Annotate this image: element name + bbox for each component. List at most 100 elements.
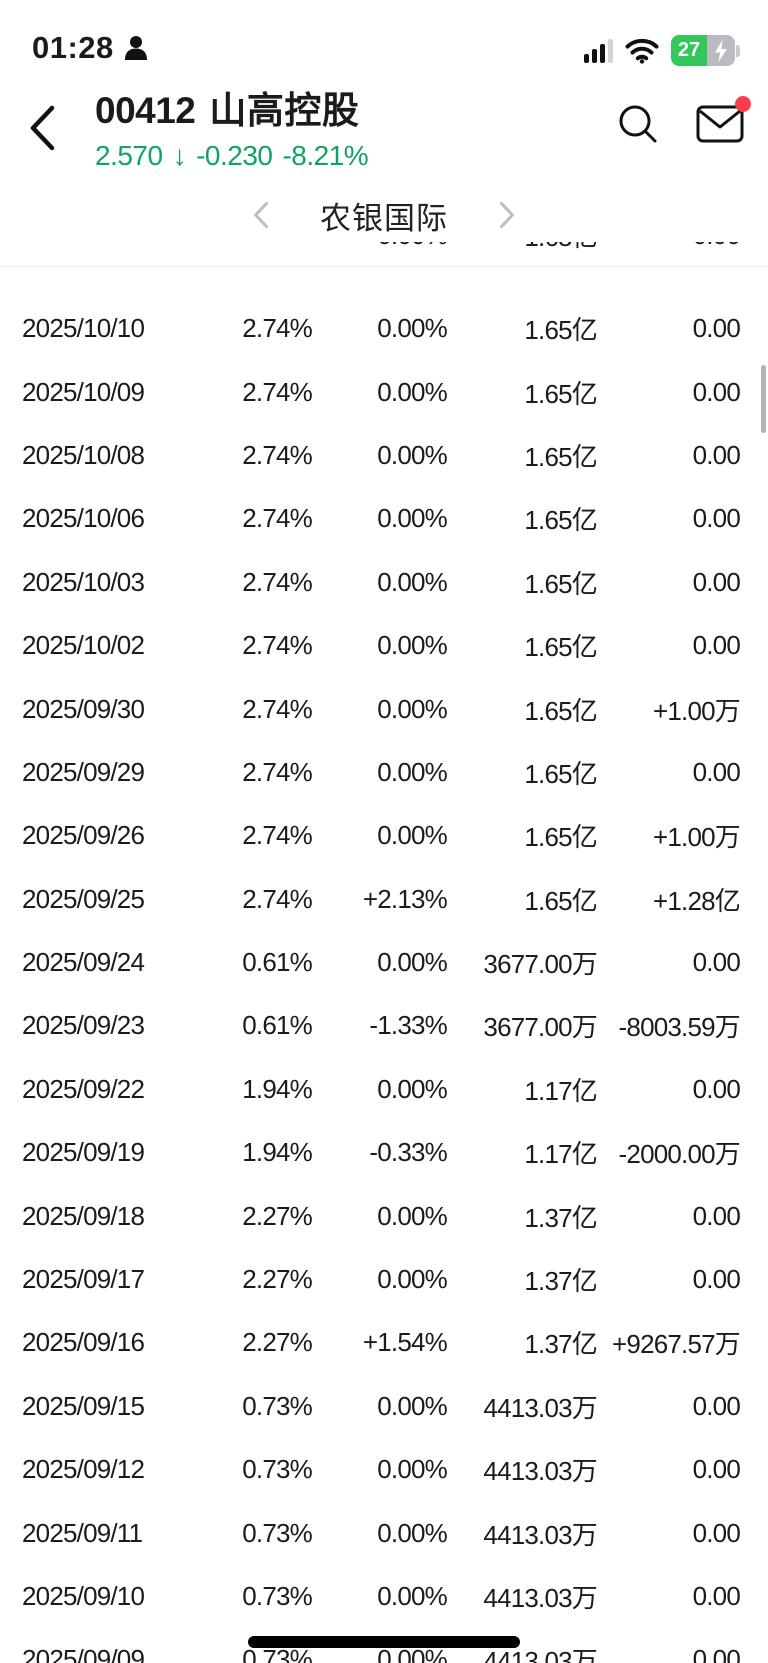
table-row: 2025/09/12 0.73% 0.00% 4413.03万 0.00	[0, 1438, 768, 1501]
messages-button[interactable]	[696, 96, 751, 144]
cell-ratio-change: -1.33%	[369, 1010, 447, 1041]
cell-shares-change: 0.00	[692, 1644, 741, 1663]
cell-date: 2025/09/25	[22, 883, 145, 914]
broker-selector: 农银国际	[0, 186, 768, 244]
cell-shares-change: 0.00	[692, 1454, 741, 1485]
cell-shares-held: 1.65亿	[524, 505, 597, 536]
cell-shares-held: 1.37亿	[524, 1202, 597, 1233]
table-row: 2025/09/17 2.27% 0.00% 1.37亿 0.00	[0, 1248, 768, 1311]
cell-date: 2025/09/18	[22, 1200, 145, 1231]
cell-shares-change: 0.00	[692, 1200, 741, 1231]
cell-ratio-change: -0.33%	[369, 1137, 447, 1168]
cell-shares-held: 1.65亿	[524, 695, 597, 726]
cell-date: 2025/09/10	[22, 1581, 145, 1611]
back-button[interactable]	[18, 100, 66, 156]
cell-shares-change: 0.00	[692, 503, 741, 534]
cell-shares-change: 0.00	[692, 756, 741, 787]
next-broker-button[interactable]	[492, 195, 522, 235]
holdings-table[interactable]: 2025/10/10 2.74% 0.00% 1.65亿 0.00 2025/1…	[0, 267, 768, 1663]
table-row: 2025/09/30 2.74% 0.00% 1.65亿 +1.00万	[0, 677, 768, 740]
table-row: 2025/09/16 2.27% +1.54% 1.37亿 +9267.57万	[0, 1311, 768, 1374]
cell-shares-held: 1.65亿	[447, 242, 597, 254]
stock-name: 山高控股	[209, 90, 360, 131]
cell-shares-change: 0.00	[692, 947, 741, 978]
cell-holding-ratio: 0.73%	[242, 1581, 313, 1611]
cell-date: 2025/10/03	[22, 566, 145, 597]
mail-icon	[696, 105, 744, 143]
cell-holding-ratio: 0.73%	[242, 1390, 313, 1421]
cell-shares-change: 0.00	[692, 566, 741, 597]
price-line: 2.570 ↓ -0.230 -8.21%	[95, 140, 369, 172]
broker-name: 农银国际	[320, 200, 448, 236]
cellular-signal-icon	[584, 38, 613, 63]
table-row: 2025/09/09 0.73% 0.00% 4413.03万 0.00	[0, 1628, 768, 1663]
cell-date: 2025/10/10	[22, 313, 145, 344]
cell-ratio-change: 0.00%	[377, 376, 448, 407]
cell-shares-change: -8003.59万	[618, 1012, 741, 1043]
cell-shares-change: 0.00	[692, 630, 741, 661]
cell-holding-ratio: 2.27%	[242, 1264, 313, 1295]
cell-holding-ratio: 2.74%	[242, 313, 313, 344]
table-divider	[0, 266, 768, 267]
stock-code: 00412	[95, 90, 196, 131]
chevron-right-icon	[500, 202, 514, 228]
cell-holding-ratio: 2.74%	[242, 503, 313, 534]
cell-shares-change: 0.00	[692, 1581, 741, 1611]
person-icon	[124, 35, 148, 61]
cell-shares-held: 1.17亿	[524, 1075, 597, 1106]
cell-date: 2025/09/23	[22, 1010, 145, 1041]
cell-date: 2025/10/09	[22, 376, 145, 407]
cell-holding-ratio: 2.74%	[242, 820, 313, 851]
cell-date: 2025/10/06	[22, 503, 145, 534]
cell-date: 2025/09/26	[22, 820, 145, 851]
down-arrow-icon: ↓	[172, 140, 187, 171]
status-bar: 01:28 27	[0, 0, 768, 72]
cell-shares-held: 1.65亿	[524, 632, 597, 663]
cell-holding-ratio: 0.73%	[242, 1454, 313, 1485]
table-row: 2025/09/24 0.61% 0.00% 3677.00万 0.00	[0, 931, 768, 994]
cell-ratio-change: 0.00%	[377, 503, 448, 534]
cell-shares-held: 1.65亿	[524, 441, 597, 472]
cell-holding-ratio: 0.61%	[242, 947, 313, 978]
cell-ratio-change: +2.13%	[362, 883, 448, 914]
header: 00412 山高控股 2.570 ↓ -0.230 -8.21%	[0, 72, 768, 186]
cell-shares-change: 0.00	[692, 439, 741, 470]
clipped-table-row: 0.00% 1.65亿 0.00	[0, 242, 768, 266]
battery-level: 27	[671, 35, 707, 66]
cell-holding-ratio: 2.74%	[242, 756, 313, 787]
cell-date: 2025/09/11	[22, 1517, 143, 1548]
cell-date: 2025/09/17	[22, 1264, 145, 1295]
price-value: 2.570	[95, 140, 163, 171]
cell-ratio-change: 0.00%	[377, 313, 448, 344]
cell-holding-ratio: 0.73%	[242, 1517, 313, 1548]
table-row: 2025/09/19 1.94% -0.33% 1.17亿 -2000.00万	[0, 1121, 768, 1184]
cell-holding-ratio: 2.27%	[242, 1200, 313, 1231]
cell-ratio-change: 0.00%	[377, 1390, 448, 1421]
home-indicator[interactable]	[248, 1636, 520, 1648]
cell-shares-held: 1.37亿	[524, 1329, 597, 1360]
search-button[interactable]	[616, 102, 660, 146]
cell-ratio-change: 0.00%	[377, 1454, 448, 1485]
cell-ratio-change: 0.00%	[377, 1264, 448, 1295]
scrollbar-thumb[interactable]	[761, 365, 766, 433]
cell-shares-held: 4413.03万	[483, 1456, 597, 1487]
cell-date: 2025/09/24	[22, 947, 145, 978]
cell-shares-held: 1.65亿	[524, 315, 597, 346]
price-change-pct: -8.21%	[282, 140, 369, 171]
table-row: 2025/09/15 0.73% 0.00% 4413.03万 0.00	[0, 1375, 768, 1438]
table-row: 2025/09/10 0.73% 0.00% 4413.03万 0.00	[0, 1565, 768, 1628]
cell-ratio-change: 0.00%	[377, 566, 448, 597]
cell-date: 2025/09/09	[22, 1644, 145, 1663]
cell-date: 2025/10/02	[22, 630, 145, 661]
cell-shares-held: 4413.03万	[483, 1583, 597, 1613]
price-change: -0.230	[196, 140, 273, 171]
prev-broker-button[interactable]	[246, 195, 276, 235]
cell-shares-change: 0.00	[597, 242, 741, 251]
cell-holding-ratio: 2.74%	[242, 566, 313, 597]
cell-shares-held: 1.65亿	[524, 378, 597, 409]
table-row: 0.00% 1.65亿 0.00	[0, 242, 768, 266]
table-row: 2025/10/02 2.74% 0.00% 1.65亿 0.00	[0, 614, 768, 677]
notification-badge	[735, 96, 751, 112]
cell-date: 2025/09/29	[22, 756, 145, 787]
cell-holding-ratio: 2.74%	[242, 630, 313, 661]
